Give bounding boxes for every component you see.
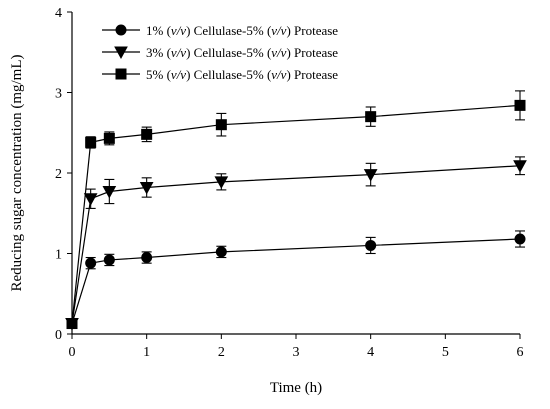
data-point-triangle: [139, 181, 154, 195]
legend-marker-square-icon: [115, 68, 127, 80]
legend: 1% (v/v) Cellulase-5% (v/v) Protease 3% …: [102, 23, 338, 82]
data-point-circle: [103, 254, 115, 266]
y-tick-label: 4: [55, 6, 62, 21]
series-layer: [65, 90, 527, 331]
data-point-triangle: [513, 160, 527, 173]
data-point-square: [85, 136, 97, 148]
y-axis-ticks: 0 1 2 3 4: [55, 6, 72, 343]
legend-label-1: 1% (v/v) Cellulase-5% (v/v) Protease: [146, 23, 338, 38]
data-point-circle: [365, 239, 377, 251]
data-point-triangle: [102, 186, 117, 199]
data-point-triangle: [83, 193, 98, 206]
x-axis-title: Time (h): [270, 380, 322, 396]
x-axis-ticks: 0 1 2 3 4 5 6: [69, 334, 524, 360]
y-tick-label: 3: [55, 87, 62, 102]
data-point-circle: [215, 246, 227, 258]
series-1: [66, 230, 526, 330]
legend-label-2: 3% (v/v) Cellulase-5% (v/v) Protease: [146, 45, 338, 60]
data-point-square: [514, 99, 526, 111]
series-1-line: [71, 238, 521, 324]
data-point-triangle: [214, 176, 229, 189]
data-point-circle: [85, 257, 97, 269]
x-tick-label: 5: [442, 345, 449, 360]
legend-marker-triangle-down-icon: [114, 46, 128, 60]
data-point-square: [103, 132, 115, 144]
y-tick-label: 1: [55, 248, 62, 263]
data-point-triangle: [363, 169, 378, 182]
data-point-square: [365, 111, 377, 123]
x-tick-label: 3: [293, 345, 300, 360]
legend-item-3: 5% (v/v) Cellulase-5% (v/v) Protease: [102, 67, 338, 82]
data-point-circle: [514, 233, 526, 245]
x-tick-label: 1: [143, 345, 150, 360]
legend-item-1: 1% (v/v) Cellulase-5% (v/v) Protease: [102, 23, 338, 38]
x-tick-label: 6: [517, 345, 524, 360]
data-point-square: [66, 318, 78, 330]
plot-area: 0 1 2 3 4 0 1 2 3 4 5 6: [55, 6, 527, 360]
series-2: [65, 156, 527, 331]
series-2-line: [71, 165, 521, 324]
data-point-square: [141, 128, 153, 140]
y-axis-title: Reducing sugar concentration (mg/mL): [9, 54, 25, 291]
data-point-square: [215, 119, 227, 131]
x-tick-label: 4: [367, 345, 374, 360]
data-point-circle: [141, 252, 153, 264]
series-3-line: [71, 104, 521, 324]
x-tick-label: 2: [218, 345, 225, 360]
series-3: [66, 90, 526, 330]
legend-item-2: 3% (v/v) Cellulase-5% (v/v) Protease: [102, 45, 338, 60]
legend-marker-circle-icon: [115, 24, 127, 36]
legend-label-3: 5% (v/v) Cellulase-5% (v/v) Protease: [146, 67, 338, 82]
x-tick-label: 0: [69, 345, 76, 360]
y-tick-label: 2: [55, 167, 62, 182]
y-tick-label: 0: [55, 328, 62, 343]
